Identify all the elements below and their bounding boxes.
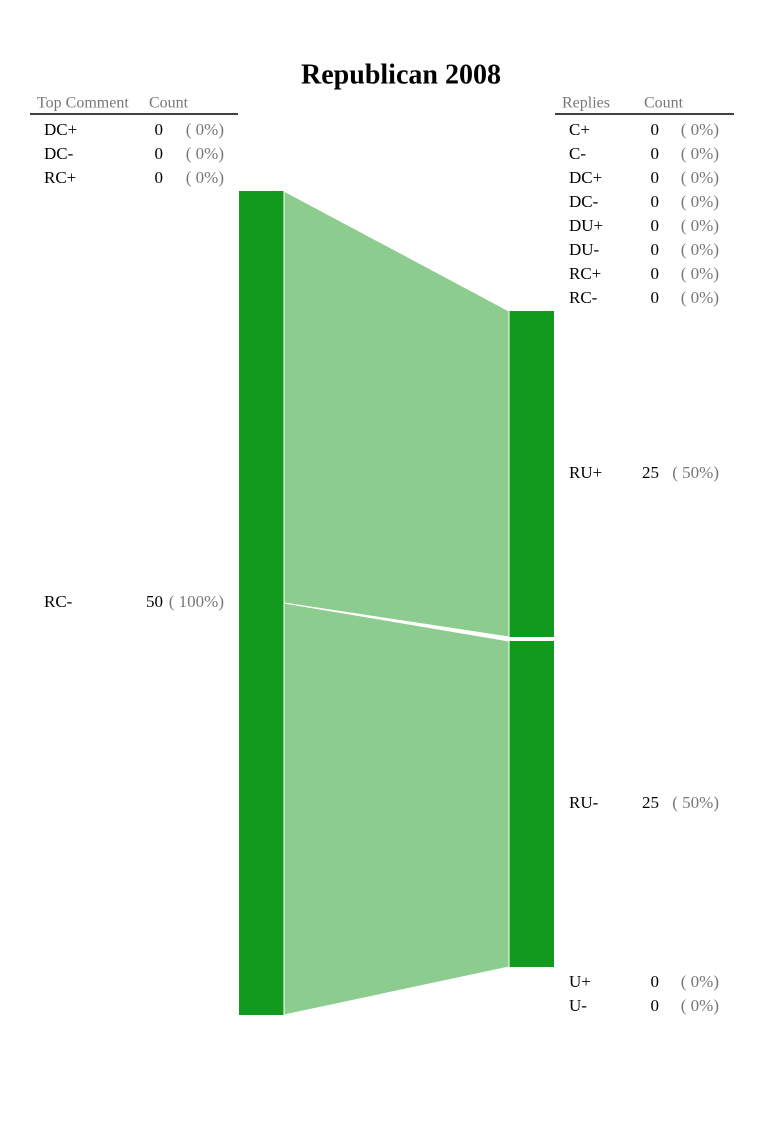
node-percent: ( 0%): [681, 240, 719, 259]
node-name: RC+: [569, 264, 601, 283]
node-name: C-: [569, 144, 586, 163]
node-count: 0: [651, 168, 660, 187]
node-percent: ( 0%): [681, 168, 719, 187]
node-count: 50: [146, 592, 163, 611]
node-name: DC+: [569, 168, 602, 187]
node-name: DC+: [44, 120, 77, 139]
node-name: RU-: [569, 793, 599, 812]
column-header: Count: [644, 95, 684, 112]
link: [283, 190, 510, 638]
node-count: 0: [155, 120, 164, 139]
node-count: 0: [651, 996, 660, 1015]
node-percent: ( 0%): [681, 216, 719, 235]
node-name: DU-: [569, 240, 600, 259]
node-name: RU+: [569, 463, 602, 482]
node-count: 0: [651, 264, 660, 283]
node-percent: ( 50%): [672, 793, 719, 812]
node-count: 25: [642, 463, 659, 482]
node-name: DC-: [44, 144, 74, 163]
node-count: 0: [651, 216, 660, 235]
node-percent: ( 0%): [681, 120, 719, 139]
node-percent: ( 0%): [186, 168, 224, 187]
node-name: RC+: [44, 168, 76, 187]
node-count: 0: [651, 120, 660, 139]
node-count: 0: [155, 144, 164, 163]
node-count: 0: [651, 288, 660, 307]
node-bar: [239, 191, 284, 1015]
node-percent: ( 0%): [681, 144, 719, 163]
node-name: U-: [569, 996, 587, 1015]
node-count: 25: [642, 793, 659, 812]
node-percent: ( 50%): [672, 463, 719, 482]
node-name: RC-: [569, 288, 598, 307]
node-name: DC-: [569, 192, 599, 211]
chart-title: Republican 2008: [301, 59, 501, 90]
node-percent: ( 0%): [681, 288, 719, 307]
node-name: RC-: [44, 592, 73, 611]
node-name: C+: [569, 120, 590, 139]
node-percent: ( 100%): [169, 592, 224, 611]
node-count: 0: [651, 144, 660, 163]
node-count: 0: [155, 168, 164, 187]
node-percent: ( 0%): [681, 264, 719, 283]
column-header: Replies: [562, 95, 610, 112]
link: [283, 602, 510, 1016]
node-name: DU+: [569, 216, 603, 235]
node-bar: [509, 641, 554, 967]
node-percent: ( 0%): [186, 144, 224, 163]
node-percent: ( 0%): [681, 996, 719, 1015]
node-percent: ( 0%): [681, 192, 719, 211]
column-header: Top Comment: [37, 95, 129, 112]
node-percent: ( 0%): [681, 972, 719, 991]
node-count: 0: [651, 240, 660, 259]
node-name: U+: [569, 972, 591, 991]
column-header: Count: [149, 95, 189, 112]
node-count: 0: [651, 972, 660, 991]
node-percent: ( 0%): [186, 120, 224, 139]
node-count: 0: [651, 192, 660, 211]
node-bar: [509, 311, 554, 637]
